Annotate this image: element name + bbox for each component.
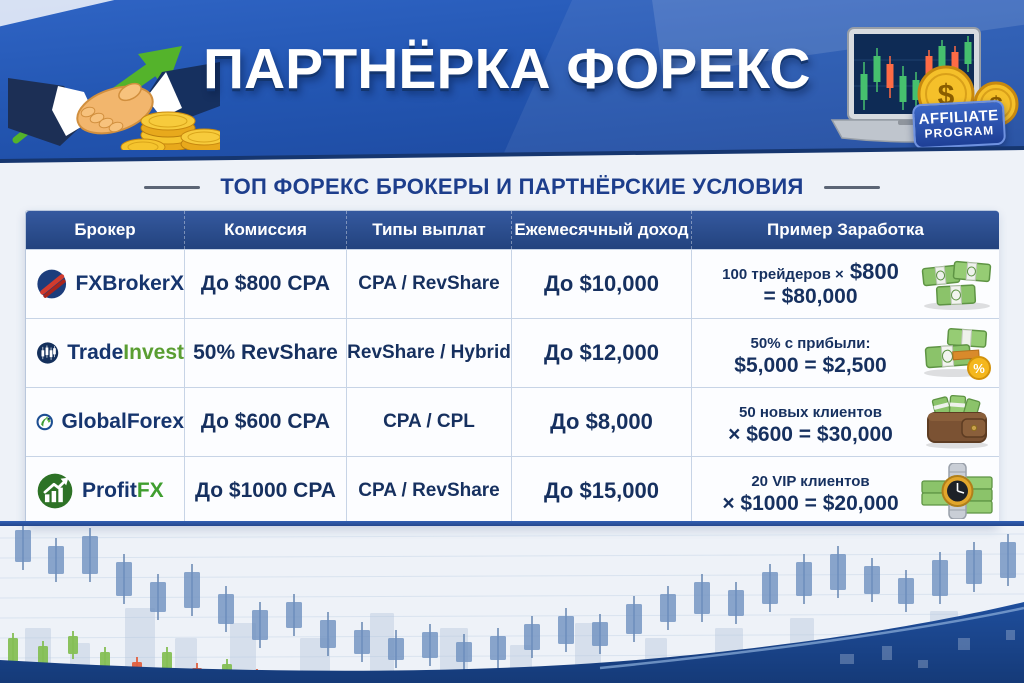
gold-coin-stack-icon (120, 111, 228, 156)
column-header-commission: Комиссия (184, 211, 346, 249)
table-row-broker-cell: GlobalForex (26, 387, 184, 456)
column-header-broker: Брокер (26, 211, 184, 249)
handshake-icon (8, 26, 228, 156)
background-candlestick-chart (0, 526, 1024, 683)
wallet-cash-icon (919, 395, 995, 449)
column-header-monthly-income: Ежемесячный доход (511, 211, 691, 249)
monthly-income-cell: До $10,000 (511, 249, 691, 318)
earnings-example-cell: 50 новых клиентов × $600 = $30,000 (691, 387, 999, 456)
cash-stacks-icon (919, 257, 995, 311)
earnings-example-cell: 20 VIP клиентов × $1000 = $20,000 (691, 456, 999, 525)
column-header-earnings-example: Пример Заработка (691, 211, 999, 249)
header-banner: ПАРТНЁРКА ФОРЕКС (0, 0, 1024, 159)
commission-cell: До $1000 CPA (184, 456, 346, 525)
table-row-broker-cell: TradeInvest (26, 318, 184, 387)
payout-types-cell: CPA / RevShare (346, 456, 511, 525)
badge-line2: PROGRAM (924, 123, 995, 141)
profitfx-logo (37, 473, 73, 509)
subtitle-right-line (823, 185, 880, 189)
fxbrokerx-logo (37, 269, 67, 299)
earnings-example-text: 20 VIP клиентов × $1000 = $20,000 (722, 473, 899, 515)
earnings-example-text: 50 новых клиентов × $600 = $30,000 (728, 404, 893, 446)
earnings-example-cell: 50% с прибыли: $5,000 = $2,500 % (691, 318, 999, 387)
subtitle-text: ТОП ФОРЕКС БРОКЕРЫ И ПАРТНЁРСКИЕ УСЛОВИЯ (220, 174, 804, 199)
broker-name: GlobalForex (61, 410, 184, 433)
broker-name: ProfitFX (82, 479, 164, 502)
affiliate-program-badge: AFFILIATE PROGRAM (911, 99, 1007, 150)
earnings-example-text: 100 трейдеров × $800 = $80,000 (722, 259, 899, 308)
commission-cell: До $600 CPA (184, 387, 346, 456)
commission-cell: До $800 CPA (184, 249, 346, 318)
table-row-broker-cell: ProfitFX (26, 456, 184, 525)
broker-name: TradeInvest (67, 341, 184, 364)
monthly-income-cell: До $12,000 (511, 318, 691, 387)
payout-types-cell: CPA / RevShare (346, 249, 511, 318)
table-row-broker-cell: FXBrokerX (26, 249, 184, 318)
page-title: ПАРТНЁРКА ФОРЕКС (203, 37, 811, 101)
subtitle-left-line (144, 185, 201, 189)
payout-types-cell: CPA / CPL (346, 387, 511, 456)
cash-percent-icon: % (919, 326, 995, 380)
section-subtitle: ТОП ФОРЕКС БРОКЕРЫ И ПАРТНЁРСКИЕ УСЛОВИЯ (0, 168, 1024, 206)
broker-name: FXBrokerX (75, 272, 184, 295)
commission-cell: 50% RevShare (184, 318, 346, 387)
earnings-example-text: 50% с прибыли: $5,000 = $2,500 (734, 335, 887, 377)
earnings-example-cell: 100 трейдеров × $800 = $80,000 (691, 249, 999, 318)
monthly-income-cell: До $15,000 (511, 456, 691, 525)
tradeinvest-logo (37, 342, 59, 364)
payout-types-cell: RevShare / Hybrid (346, 318, 511, 387)
brokers-table: Брокер Комиссия Типы выплат Ежемесячный … (25, 210, 999, 526)
watch-cash-icon (919, 463, 995, 519)
svg-text:%: % (973, 361, 985, 376)
monthly-income-cell: До $8,000 (511, 387, 691, 456)
globalforex-logo (36, 413, 53, 431)
section-divider-bar (0, 521, 1024, 526)
column-header-payout-types: Типы выплат (346, 211, 511, 249)
